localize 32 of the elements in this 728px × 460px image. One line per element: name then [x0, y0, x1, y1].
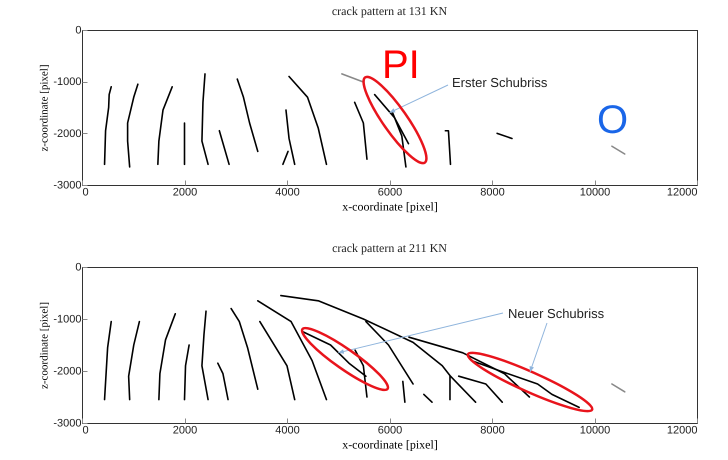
x-tick-label: 6000 — [378, 424, 402, 436]
y-axis-title: z-coordinate [pixel] — [38, 64, 50, 152]
chart-title: crack pattern at 131 KN — [332, 4, 448, 18]
x-tick-label: 10000 — [580, 186, 610, 198]
x-tick-label: 2000 — [172, 424, 198, 436]
y-tick-label: 0 — [75, 262, 82, 274]
y-axis-title: z-coordinate [pixel] — [38, 302, 50, 390]
annotation: O — [597, 98, 628, 142]
x-axis-title: x-coordinate [pixel] — [342, 438, 438, 452]
y-tick-label: -1000 — [53, 76, 82, 88]
y-tick-label: -2000 — [53, 128, 82, 140]
annotation: PI — [382, 43, 420, 87]
chart-title: crack pattern at 211 KN — [332, 241, 448, 255]
x-tick-label: 10000 — [580, 424, 610, 436]
x-tick-label: 0 — [82, 424, 89, 436]
x-tick-label: 8000 — [480, 424, 505, 436]
y-tick-label: -3000 — [53, 418, 82, 430]
x-tick-label: 2000 — [172, 186, 198, 198]
annotation: Neuer Schubriss — [508, 306, 605, 321]
y-tick-label: -3000 — [53, 180, 82, 192]
x-tick-label: 12000 — [666, 186, 698, 198]
x-axis-title: x-coordinate [pixel] — [342, 200, 438, 214]
y-tick-label: 0 — [75, 24, 82, 36]
x-tick-label: 0 — [82, 186, 89, 198]
x-tick-label: 4000 — [275, 186, 300, 198]
y-tick-label: -1000 — [53, 314, 82, 326]
annotation: Erster Schubriss — [452, 75, 548, 90]
x-tick-label: 8000 — [480, 186, 505, 198]
y-tick-label: -2000 — [53, 366, 82, 378]
x-tick-label: 12000 — [666, 424, 698, 436]
x-tick-label: 6000 — [378, 186, 402, 198]
x-tick-label: 4000 — [275, 424, 300, 436]
